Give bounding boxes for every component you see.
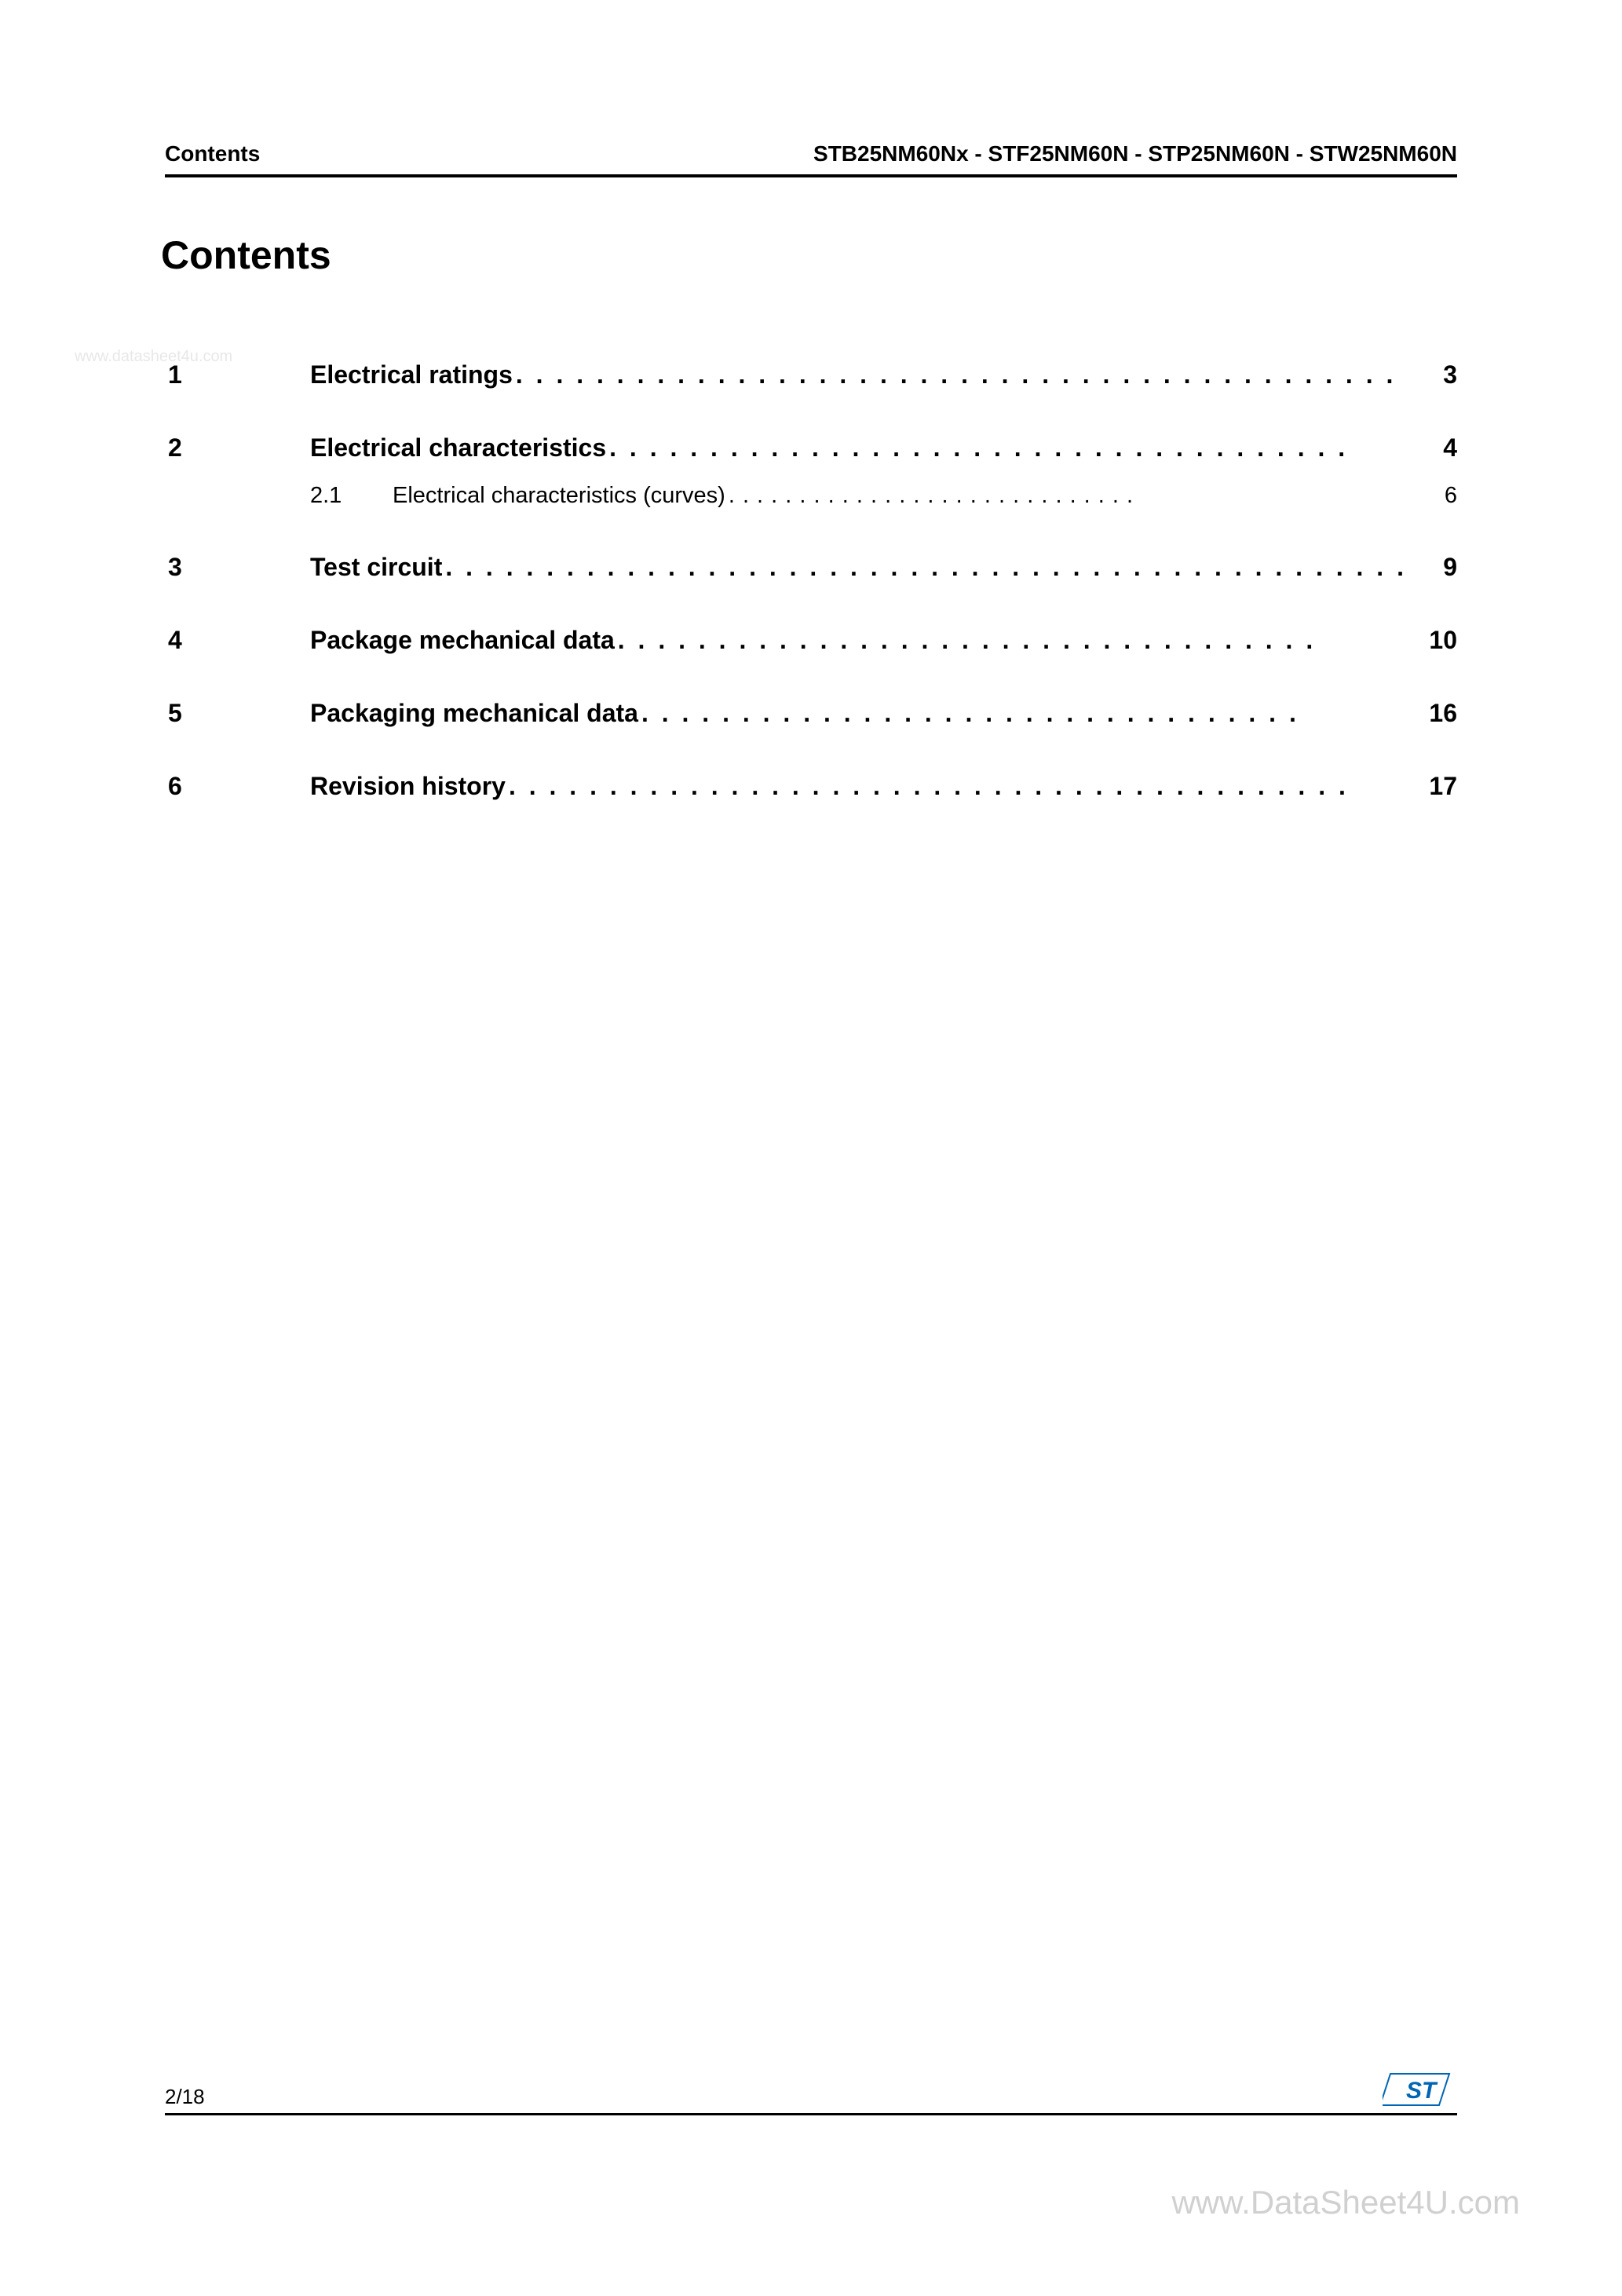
page-header: Contents STB25NM60Nx - STF25NM60N - STP2… [165,141,1457,177]
toc-title: Electrical ratings [310,360,513,389]
toc-number: 5 [165,699,310,728]
toc-title: Revision history [310,772,506,801]
toc-row[interactable]: 2 Electrical characteristics . . . . . .… [165,433,1457,462]
toc-leader-dots: . . . . . . . . . . . . . . . . . . . . … [506,772,1429,801]
toc-number: 4 [165,626,310,655]
toc-title: Test circuit [310,553,442,582]
toc-title: Package mechanical data [310,626,615,655]
header-part-numbers: STB25NM60Nx - STF25NM60N - STP25NM60N - … [813,141,1457,166]
watermark-large: www.DataSheet4U.com [1171,2184,1520,2221]
toc-page-number: 17 [1429,772,1457,801]
toc-leader-dots: . . . . . . . . . . . . . . . . . . . . … [513,360,1443,389]
toc-sub-row[interactable]: 2.1 Electrical characteristics (curves) … [165,483,1457,509]
contents-title: Contents [161,232,1457,278]
toc-page-number: 9 [1443,553,1457,582]
toc-sub-page-number: 6 [1445,483,1457,509]
toc-row[interactable]: 5 Packaging mechanical data . . . . . . … [165,699,1457,728]
toc-title: Packaging mechanical data [310,699,638,728]
page-footer: 2/18 ST [165,2070,1457,2115]
toc-title: Electrical characteristics [310,433,606,462]
st-logo-icon: ST [1383,2070,1457,2109]
toc-sub-number: 2.1 [310,483,393,509]
toc-row[interactable]: 6 Revision history . . . . . . . . . . .… [165,772,1457,801]
toc-leader-dots: . . . . . . . . . . . . . . . . . . . . … [725,483,1445,509]
watermark-small: www.datasheet4u.com [75,348,232,366]
page-number: 2/18 [165,2085,205,2109]
toc-number: 6 [165,772,310,801]
toc-number: 3 [165,553,310,582]
svg-text:ST: ST [1406,2078,1438,2104]
header-section-label: Contents [165,141,260,166]
toc-number: 2 [165,433,310,462]
toc-row[interactable]: 3 Test circuit . . . . . . . . . . . . .… [165,553,1457,582]
toc-row[interactable]: 1 Electrical ratings . . . . . . . . . .… [165,360,1457,389]
document-page: Contents STB25NM60Nx - STF25NM60N - STP2… [0,0,1622,2296]
toc-page-number: 3 [1443,360,1457,389]
toc-page-number: 10 [1429,626,1457,655]
toc-sub-title: Electrical characteristics (curves) [393,483,725,509]
toc-leader-dots: . . . . . . . . . . . . . . . . . . . . … [442,553,1443,582]
toc-leader-dots: . . . . . . . . . . . . . . . . . . . . … [615,626,1430,655]
toc-page-number: 4 [1443,433,1457,462]
toc-leader-dots: . . . . . . . . . . . . . . . . . . . . … [606,433,1443,462]
toc-page-number: 16 [1429,699,1457,728]
toc-leader-dots: . . . . . . . . . . . . . . . . . . . . … [638,699,1429,728]
table-of-contents: 1 Electrical ratings . . . . . . . . . .… [165,360,1457,801]
toc-row[interactable]: 4 Package mechanical data . . . . . . . … [165,626,1457,655]
